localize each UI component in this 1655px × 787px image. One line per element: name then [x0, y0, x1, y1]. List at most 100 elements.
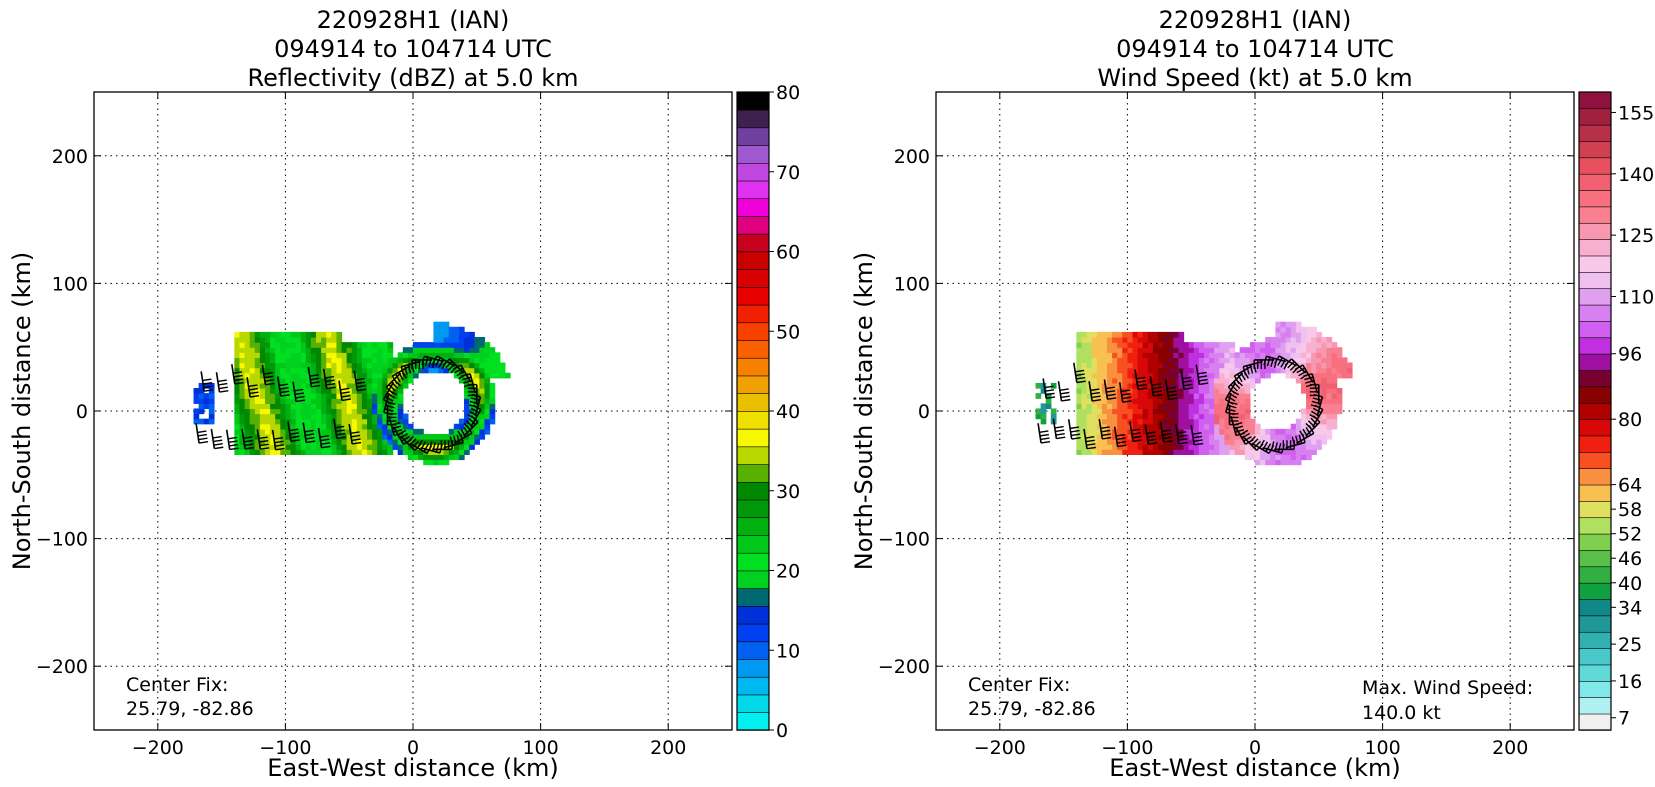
- x-tick-label: 0: [407, 737, 419, 759]
- field-cell: [270, 439, 276, 445]
- field-cell: [326, 418, 332, 425]
- field-cell: [244, 393, 251, 399]
- x-tick-label: −200: [132, 737, 184, 759]
- colorbar-segment: [1578, 173, 1612, 191]
- field-cell: [469, 331, 475, 338]
- field-cell: [1193, 403, 1200, 410]
- field-cell: [1316, 428, 1322, 435]
- field-cell: [341, 408, 348, 415]
- field-cell: [1127, 367, 1134, 374]
- field-cell: [1168, 388, 1174, 394]
- field-cell: [1219, 342, 1225, 348]
- field-cell: [198, 418, 205, 425]
- field-cell: [407, 423, 414, 430]
- field-cell: [474, 357, 480, 364]
- field-cell: [1132, 357, 1139, 364]
- field-cell: [1265, 433, 1271, 440]
- field-cell: [254, 444, 261, 450]
- field-cell: [1270, 336, 1277, 343]
- field-cell: [1137, 428, 1144, 435]
- field-cell: [443, 433, 450, 440]
- field-cell: [1106, 367, 1113, 374]
- field-cell: [1112, 433, 1118, 440]
- field-cell: [244, 372, 251, 379]
- field-cell: [464, 439, 470, 445]
- field-cell: [433, 342, 440, 348]
- field-cell: [448, 347, 455, 353]
- field-cell: [1234, 403, 1241, 410]
- field-cell: [275, 362, 281, 369]
- field-cell: [1326, 423, 1333, 430]
- field-cell: [1086, 408, 1093, 415]
- field-cell: [1270, 428, 1277, 435]
- field-cell: [295, 372, 302, 379]
- field-cell: [1214, 433, 1220, 440]
- field-cell: [326, 367, 332, 374]
- field-cell: [1152, 367, 1159, 374]
- barb-feather: [1310, 417, 1318, 426]
- field-cell: [249, 342, 256, 348]
- field-cell: [290, 413, 297, 420]
- field-cell: [249, 362, 256, 369]
- field-cell: [361, 367, 368, 374]
- field-cell: [443, 357, 450, 364]
- field-cell: [1112, 393, 1118, 399]
- field-cell: [264, 357, 271, 364]
- field-cell: [1295, 367, 1302, 374]
- barb-staff: [353, 370, 359, 391]
- wind-barb: [231, 364, 244, 385]
- field-cell: [356, 408, 363, 415]
- field-cell: [305, 382, 312, 389]
- field-cell: [259, 388, 266, 394]
- field-cell: [438, 321, 445, 328]
- field-cell: [249, 418, 256, 425]
- field-cell: [361, 449, 368, 455]
- field-cell: [341, 382, 348, 389]
- field-cell: [402, 372, 409, 379]
- barb-feather: [1193, 435, 1203, 439]
- field-cell: [1091, 357, 1098, 364]
- field-cell: [300, 336, 307, 343]
- field-cell: [479, 393, 486, 399]
- field-cell: [1106, 423, 1113, 430]
- field-cell: [1188, 393, 1195, 399]
- field-cell: [208, 403, 215, 410]
- field-cell: [1219, 423, 1225, 430]
- barb-feather: [1054, 425, 1064, 429]
- field-cell: [1193, 342, 1200, 348]
- field-cell: [479, 352, 486, 359]
- field-cell: [479, 367, 486, 374]
- field-cell: [346, 418, 353, 425]
- colorbar-segment: [1578, 631, 1612, 649]
- field-cell: [1265, 336, 1271, 343]
- field-cell: [1295, 336, 1302, 343]
- field-cell: [1106, 398, 1113, 404]
- barb-feather: [228, 440, 238, 444]
- field-cell: [285, 347, 292, 353]
- field-cell: [1127, 428, 1134, 435]
- barb-feather: [1115, 433, 1126, 437]
- field-cell: [377, 398, 383, 404]
- field-cell: [356, 352, 363, 359]
- field-cell: [1285, 357, 1292, 364]
- field-cell: [310, 408, 317, 415]
- wind-barb: [1190, 424, 1204, 446]
- field-cell: [1173, 362, 1180, 369]
- field-cell: [295, 357, 302, 364]
- barb-feather: [234, 381, 244, 385]
- field-cell: [1249, 342, 1256, 348]
- field-cell: [1112, 347, 1118, 353]
- field-cell: [484, 418, 491, 425]
- field-cell: [418, 433, 424, 440]
- barb-feather: [213, 443, 223, 446]
- field-cell: [346, 428, 353, 435]
- field-cell: [1255, 352, 1261, 359]
- barb-feather: [1194, 442, 1204, 446]
- barb-feather: [1246, 365, 1250, 375]
- field-cell: [249, 408, 256, 415]
- field-cell: [443, 352, 450, 359]
- field-cell: [1101, 418, 1108, 425]
- field-cell: [1209, 418, 1215, 425]
- field-cell: [1152, 342, 1159, 348]
- field-cell: [270, 418, 276, 425]
